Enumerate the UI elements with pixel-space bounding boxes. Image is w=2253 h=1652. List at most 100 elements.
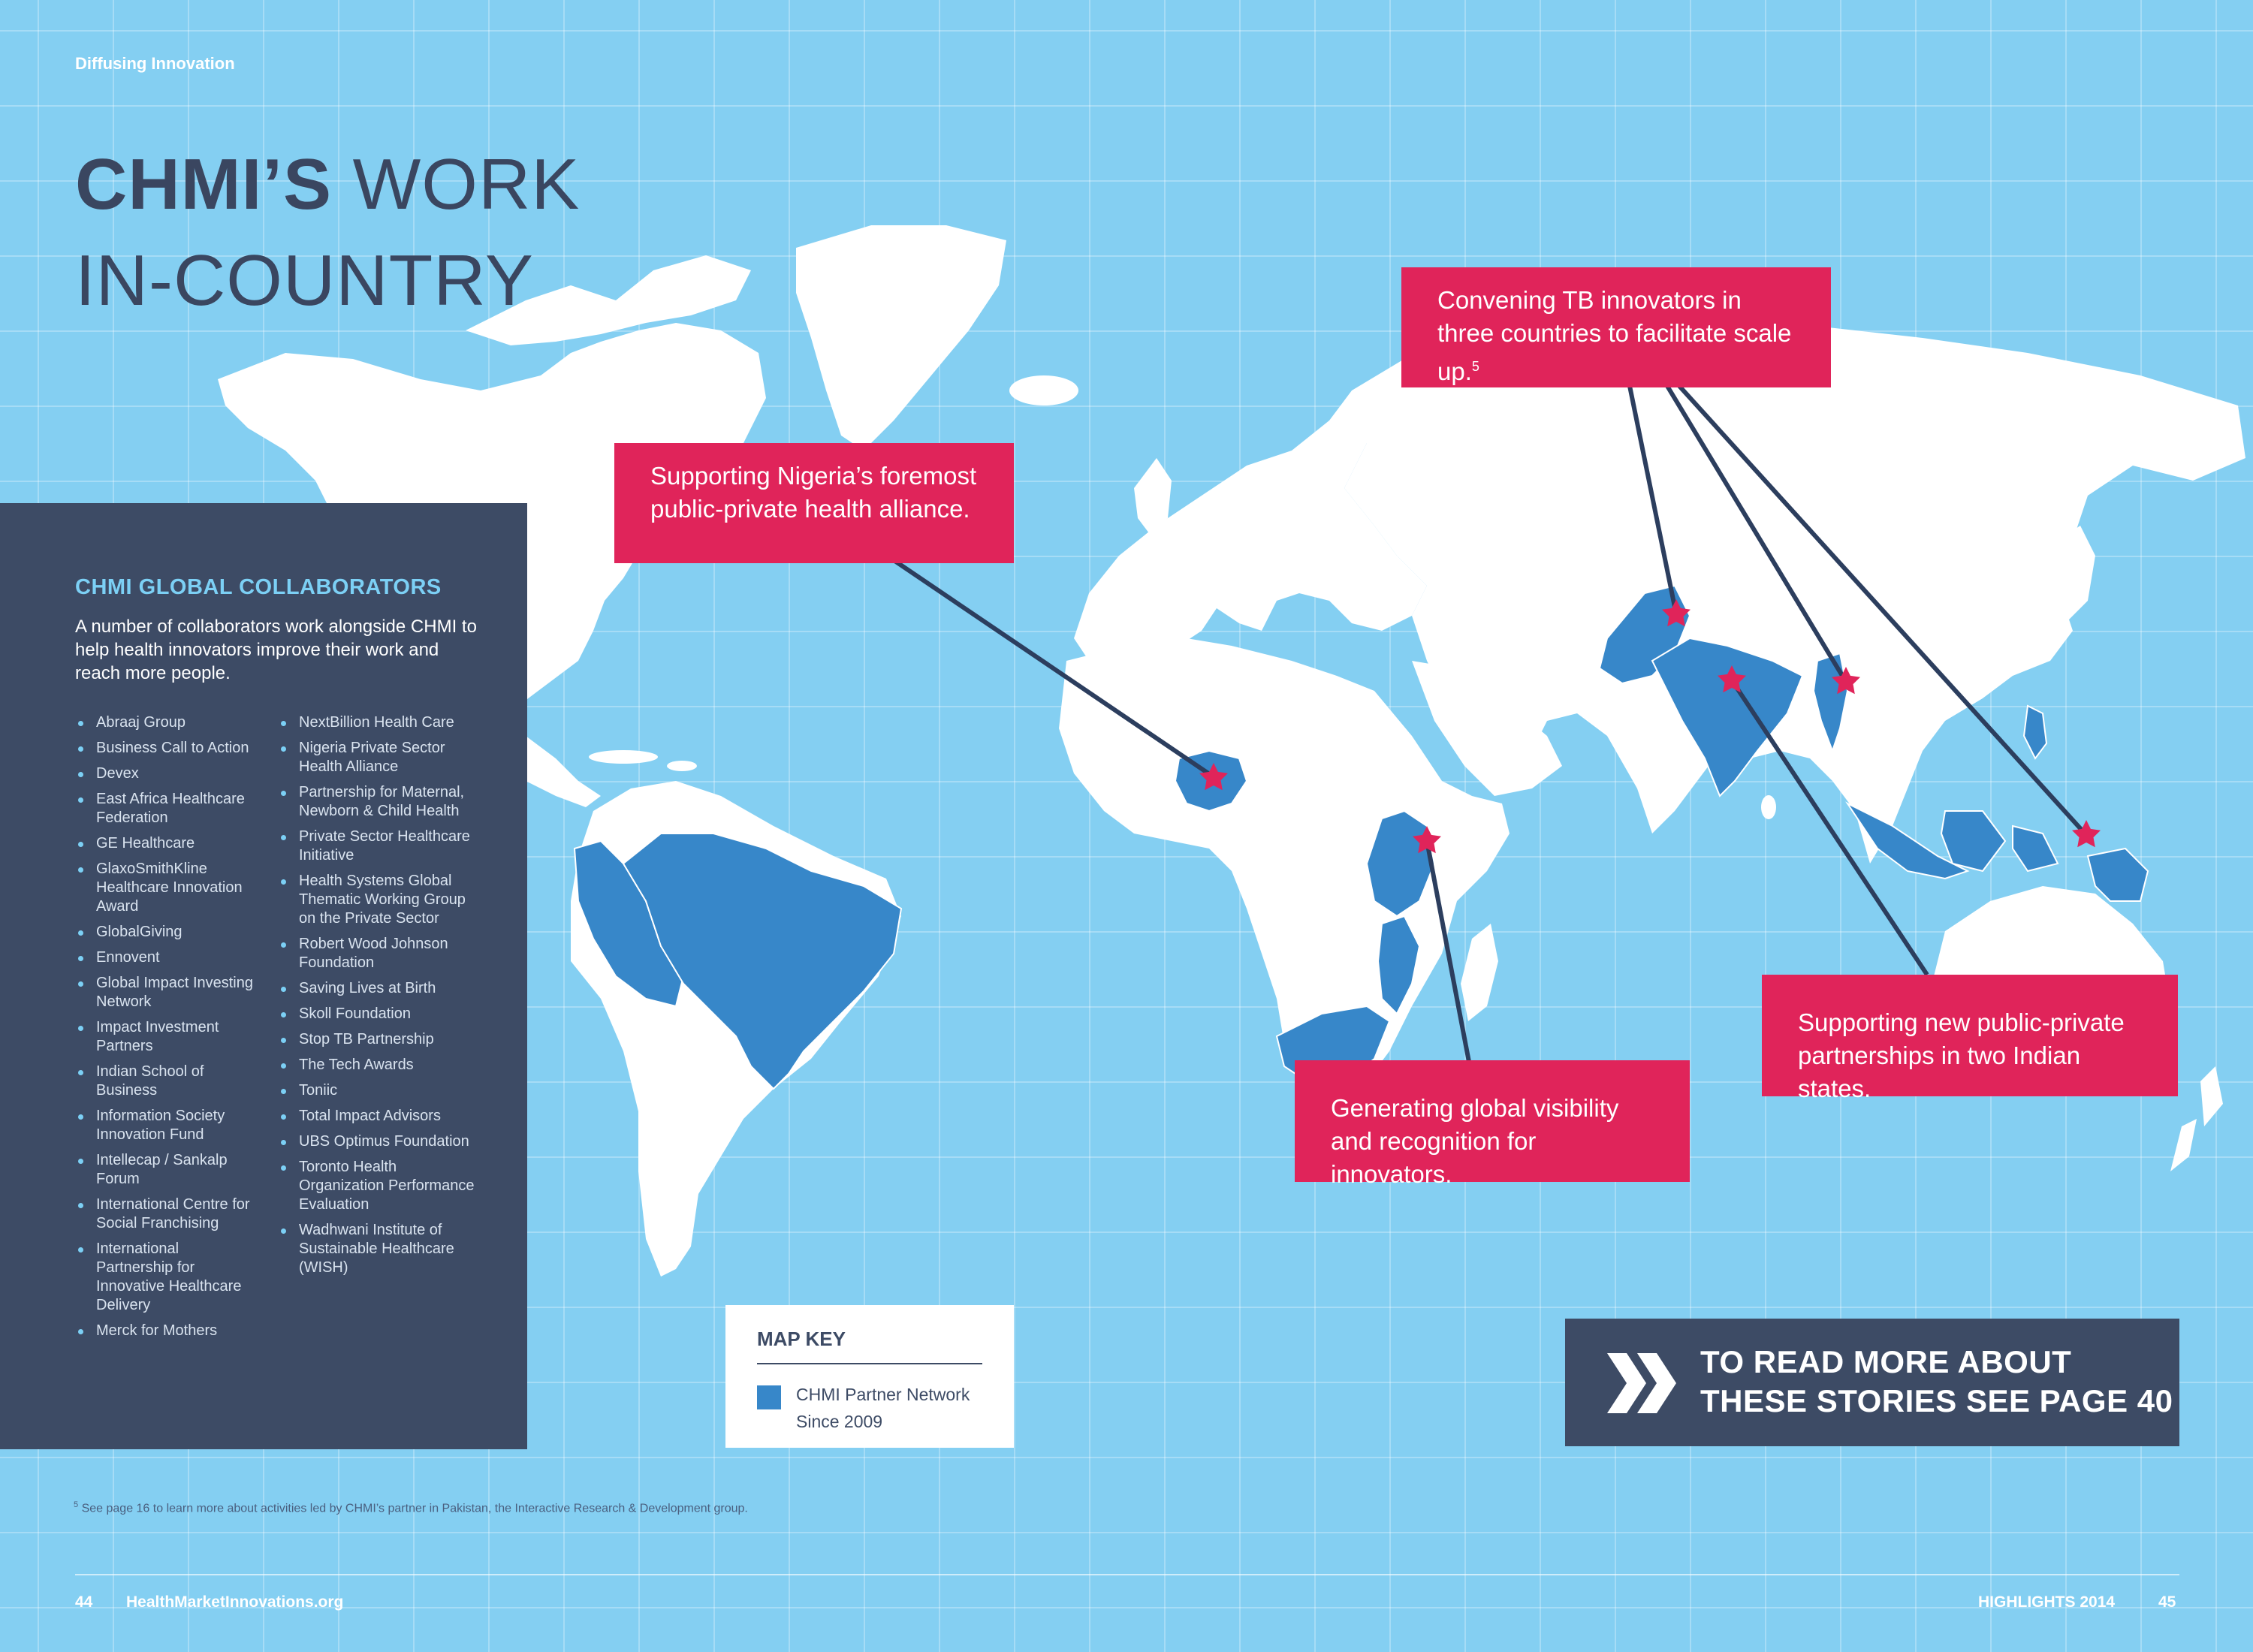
collaborator-item: Toniic bbox=[278, 1081, 481, 1100]
collaborator-item: Abraaj Group bbox=[75, 713, 255, 732]
callout-nigeria-text: Supporting Nigeria’s foremost public-pri… bbox=[650, 462, 977, 523]
star-myanmar bbox=[1832, 667, 1860, 695]
star-india bbox=[1718, 665, 1746, 693]
partner-india bbox=[1651, 637, 1804, 797]
land-britain bbox=[1134, 458, 1172, 533]
partner-philippines bbox=[2022, 704, 2048, 760]
callout-kenya-text: Generating global visibility and recogni… bbox=[1331, 1094, 1619, 1188]
collaborator-item: Impact Investment Partners bbox=[75, 1018, 255, 1056]
land-iceland bbox=[1009, 375, 1078, 405]
collaborator-item: Ennovent bbox=[75, 948, 255, 967]
collaborator-item: Nigeria Private Sector Health Alliance bbox=[278, 739, 481, 776]
partner-indonesia-borneo bbox=[1940, 810, 2007, 873]
collaborator-item: International Centre for Social Franchis… bbox=[75, 1195, 255, 1233]
partner-network-swatch bbox=[757, 1385, 781, 1409]
map-key-item: CHMI Partner Network Since 2009 bbox=[757, 1381, 982, 1435]
collaborator-item: Merck for Mothers bbox=[75, 1322, 255, 1340]
footnote: 5 See page 16 to learn more about activi… bbox=[74, 1500, 748, 1515]
partner-indonesia bbox=[1845, 801, 1970, 880]
collaborator-item: Total Impact Advisors bbox=[278, 1107, 481, 1126]
partner-peru-bolivia bbox=[573, 840, 685, 1008]
collaborator-item: International Partnership for Innovative… bbox=[75, 1240, 255, 1315]
partner-brazil bbox=[622, 833, 903, 1090]
land-new-zealand-south bbox=[2170, 1119, 2197, 1171]
read-more-line-1: TO READ MORE ABOUT bbox=[1700, 1344, 2072, 1379]
title-bold: CHMI’S bbox=[75, 144, 332, 225]
collaborators-intro: A number of collaborators work alongside… bbox=[75, 616, 477, 683]
land-cuba bbox=[589, 750, 658, 764]
title-line-2: IN-COUNTRY bbox=[75, 240, 534, 321]
map-key-item-line-2: Since 2009 bbox=[796, 1412, 883, 1431]
callout-india: Supporting new public-private partnershi… bbox=[1762, 975, 2178, 1102]
collaborator-item: NextBillion Health Care bbox=[278, 713, 481, 732]
map-key-heading: MAP KEY bbox=[757, 1328, 846, 1350]
map-key-item-line-1: CHMI Partner Network bbox=[796, 1385, 970, 1404]
collaborator-item: Global Impact Investing Network bbox=[75, 974, 255, 1011]
collaborator-item: UBS Optimus Foundation bbox=[278, 1132, 481, 1151]
callout-tb: Convening TB innovators in three countri… bbox=[1401, 267, 1831, 387]
leader-line-tb-pakistan bbox=[1627, 385, 1678, 615]
land-new-zealand bbox=[2200, 1066, 2223, 1126]
callout-kenya: Generating global visibility and recogni… bbox=[1295, 1060, 1690, 1188]
collaborators-column-2: NextBillion Health Care Nigeria Private … bbox=[278, 713, 481, 1284]
star-kenya bbox=[1413, 826, 1441, 854]
leader-line-india bbox=[1730, 679, 1929, 976]
page-number-right: 45 bbox=[2158, 1593, 2176, 1611]
collaborator-item: Toronto Health Organization Performance … bbox=[278, 1158, 481, 1214]
star-nigeria bbox=[1199, 763, 1228, 791]
collaborator-item: The Tech Awards bbox=[278, 1056, 481, 1075]
footer-divider bbox=[75, 1574, 2179, 1575]
partner-papua bbox=[2086, 847, 2149, 902]
section-label: Diffusing Innovation bbox=[75, 54, 235, 73]
leader-line-nigeria bbox=[892, 558, 1217, 780]
title-rest: WORK bbox=[332, 144, 581, 225]
partner-mozambique bbox=[1377, 915, 1421, 1015]
callout-tb-footnote-marker: 5 bbox=[1471, 359, 1479, 374]
land-madagascar bbox=[1461, 924, 1498, 1021]
collaborator-item: Indian School of Business bbox=[75, 1063, 255, 1100]
collaborator-item: Private Sector Healthcare Initiative bbox=[278, 828, 481, 865]
collaborator-item: Saving Lives at Birth bbox=[278, 979, 481, 998]
read-more-text: TO READ MORE ABOUT THESE STORIES SEE PAG… bbox=[1700, 1343, 2173, 1421]
collaborators-heading: CHMI GLOBAL COLLABORATORS bbox=[75, 575, 442, 599]
land-japan bbox=[2050, 526, 2095, 623]
double-chevron-right-icon bbox=[1607, 1353, 1676, 1413]
footnote-marker: 5 bbox=[74, 1500, 79, 1509]
leader-line-tb-myanmar bbox=[1665, 384, 1848, 683]
land-asia bbox=[1344, 315, 2245, 864]
collaborator-item: GE Healthcare bbox=[75, 834, 255, 853]
star-pakistan bbox=[1662, 599, 1691, 627]
land-arabia bbox=[1412, 661, 1562, 796]
partner-indonesia-east bbox=[2012, 824, 2059, 873]
collaborator-item: Business Call to Action bbox=[75, 739, 255, 758]
footer-site: HealthMarketInnovations.org bbox=[126, 1593, 344, 1611]
collaborator-item: Skoll Foundation bbox=[278, 1005, 481, 1023]
read-more-banner[interactable]: TO READ MORE ABOUT THESE STORIES SEE PAG… bbox=[1565, 1319, 2179, 1446]
land-greenland bbox=[796, 225, 1006, 451]
map-key-divider bbox=[757, 1363, 982, 1364]
callout-tb-text: Convening TB innovators in three countri… bbox=[1437, 286, 1792, 385]
page-number-left: 44 bbox=[75, 1593, 93, 1611]
land-arctic-islands bbox=[466, 255, 751, 345]
land-europe bbox=[1074, 390, 1427, 661]
land-sri-lanka bbox=[1761, 795, 1776, 819]
callout-nigeria: Supporting Nigeria’s foremost public-pri… bbox=[614, 443, 1014, 563]
land-hispaniola bbox=[667, 761, 697, 771]
footnote-text: See page 16 to learn more about activiti… bbox=[81, 1502, 748, 1515]
page-title: CHMI’S WORK IN-COUNTRY bbox=[75, 137, 580, 329]
leader-line-tb-indonesia bbox=[1677, 384, 2089, 837]
collaborators-panel: CHMI GLOBAL COLLABORATORS A number of co… bbox=[0, 503, 527, 1449]
collaborator-item: Intellecap / Sankalp Forum bbox=[75, 1151, 255, 1189]
collaborator-item: Wadhwani Institute of Sustainable Health… bbox=[278, 1221, 481, 1277]
collaborator-item: Robert Wood Johnson Foundation bbox=[278, 935, 481, 972]
collaborator-item: Partnership for Maternal, Newborn & Chil… bbox=[278, 783, 481, 821]
collaborator-item: Health Systems Global Thematic Working G… bbox=[278, 872, 481, 928]
collaborator-item: East Africa Healthcare Federation bbox=[75, 790, 255, 828]
collaborator-item: GlobalGiving bbox=[75, 923, 255, 942]
collaborator-item: Stop TB Partnership bbox=[278, 1030, 481, 1049]
footer-report: HIGHLIGHTS 2014 bbox=[1978, 1593, 2116, 1611]
star-indonesia bbox=[2072, 820, 2101, 848]
leader-line-kenya bbox=[1425, 840, 1471, 1063]
map-key: MAP KEY CHMI Partner Network Since 2009 bbox=[725, 1305, 1014, 1448]
